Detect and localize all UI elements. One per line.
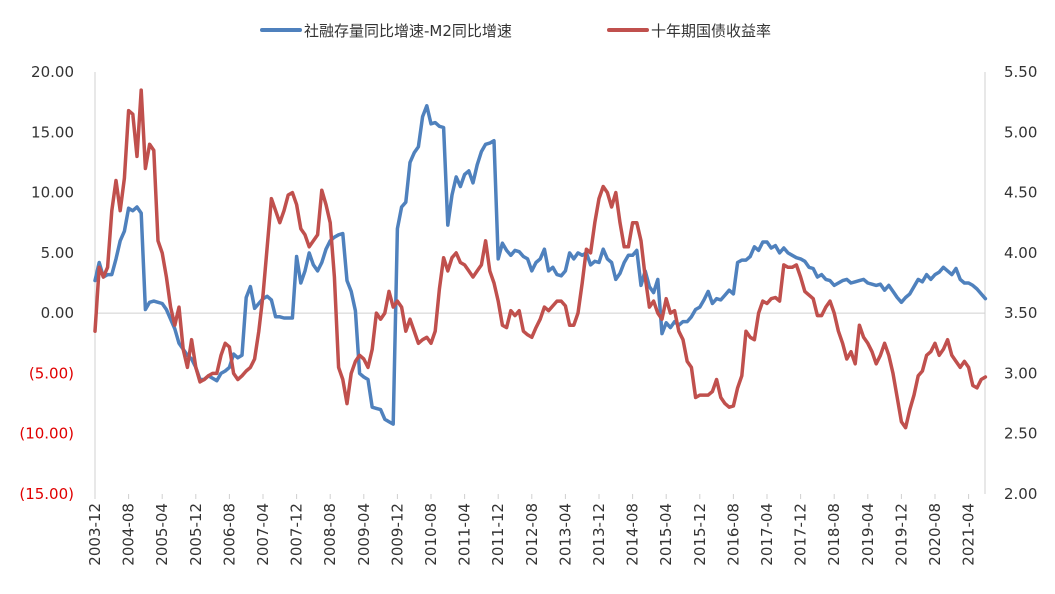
x-tick-label: 2009-12 xyxy=(388,503,406,566)
legend: 社融存量同比增速-M2同比增速 十年期国债收益率 xyxy=(260,22,771,40)
left-tick-label: (10.00) xyxy=(19,425,74,443)
legend-label-ten-year-yield: 十年期国债收益率 xyxy=(651,22,771,40)
x-tick-label: 2014-08 xyxy=(624,503,642,566)
x-tick-label: 2019-04 xyxy=(859,503,877,566)
series-line-social-financing-minus-m2 xyxy=(93,104,988,426)
x-tick-label: 2015-04 xyxy=(657,503,675,566)
x-tick-label: 2007-04 xyxy=(254,503,272,566)
left-tick-label: 5.00 xyxy=(41,244,74,262)
left-tick-label: 20.00 xyxy=(31,63,74,81)
right-tick-label: 5.00 xyxy=(1004,123,1037,141)
right-tick-label: 3.00 xyxy=(1004,364,1037,382)
x-tick-label: 2021-04 xyxy=(960,503,978,566)
x-tick-label: 2011-04 xyxy=(456,503,474,566)
x-tick-label: 2015-12 xyxy=(691,503,709,566)
x-tick-label: 2009-04 xyxy=(355,503,373,566)
x-tick-label: 2016-08 xyxy=(724,503,742,566)
x-tick-label: 2003-12 xyxy=(86,503,104,566)
left-tick-label: 15.00 xyxy=(31,123,74,141)
x-tick-label: 2008-08 xyxy=(321,503,339,566)
left-tick-label: (15.00) xyxy=(19,485,74,503)
series-layer xyxy=(93,88,988,430)
x-tick-label: 2012-08 xyxy=(523,503,541,566)
x-axis-ticks: 2003-12 2004-08 2005-04 2005-12 2006-08 2007-… xyxy=(86,494,978,566)
x-tick-label: 2020-08 xyxy=(926,503,944,566)
x-tick-label: 2010-08 xyxy=(422,503,440,566)
left-axis-ticks: 20.00 15.00 10.00 5.00 0.00 (5.00) (10.00) (15.… xyxy=(19,63,74,503)
x-tick-label: 2013-04 xyxy=(556,503,574,566)
x-tick-label: 2004-08 xyxy=(120,503,138,566)
x-tick-label: 2017-12 xyxy=(792,503,810,566)
right-axis-ticks: 5.50 5.00 4.50 4.00 3.50 3.00 2.50 2.00 xyxy=(1004,63,1037,503)
right-tick-label: 2.50 xyxy=(1004,425,1037,443)
x-tick-label: 2011-12 xyxy=(489,503,507,566)
x-tick-label: 2013-12 xyxy=(590,503,608,566)
right-tick-label: 4.00 xyxy=(1004,244,1037,262)
left-tick-label: 10.00 xyxy=(31,184,74,202)
right-tick-label: 5.50 xyxy=(1004,63,1037,81)
x-tick-label: 2005-12 xyxy=(187,503,205,566)
left-tick-label: 0.00 xyxy=(41,304,74,322)
right-tick-label: 4.50 xyxy=(1004,184,1037,202)
right-tick-label: 2.00 xyxy=(1004,485,1037,503)
x-tick-label: 2018-08 xyxy=(825,503,843,566)
x-tick-label: 2005-04 xyxy=(153,503,171,566)
x-tick-label: 2007-12 xyxy=(288,503,306,566)
x-tick-label: 2006-08 xyxy=(220,503,238,566)
left-tick-label: (5.00) xyxy=(29,364,74,382)
legend-label-social-financing: 社融存量同比增速-M2同比增速 xyxy=(304,22,512,40)
x-tick-label: 2017-04 xyxy=(758,503,776,566)
x-tick-label: 2019-12 xyxy=(892,503,910,566)
right-tick-label: 3.50 xyxy=(1004,304,1037,322)
series-line-ten-year-yield xyxy=(93,88,988,430)
